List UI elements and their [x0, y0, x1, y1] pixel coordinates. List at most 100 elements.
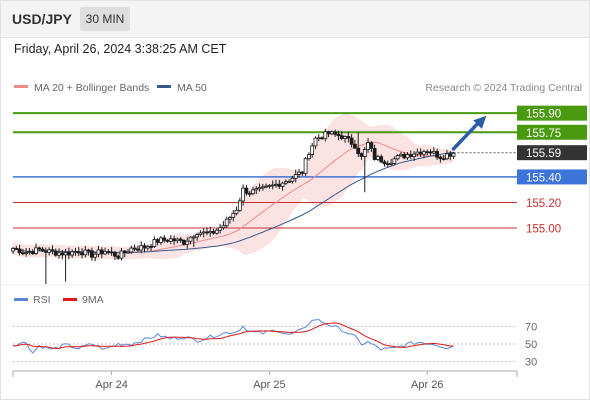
candle-body [109, 251, 114, 254]
candle-body [53, 250, 58, 256]
candle-body [270, 184, 275, 187]
legend-label: MA 50 [177, 82, 207, 94]
rsi-legend-swatch [14, 298, 28, 301]
candle-body [63, 251, 68, 256]
level-lines-layer: 155.90 155.75 155.59 155.40 155.20 155.00 [13, 105, 587, 235]
candle-body [280, 182, 285, 187]
candle-body [287, 180, 292, 183]
candle-body [254, 188, 259, 191]
candle-body [297, 171, 301, 175]
candle-body [139, 245, 144, 251]
candle-body [168, 238, 173, 242]
candle-body [73, 251, 78, 254]
rsi-tick-label: 50 [525, 339, 537, 351]
pair-title: USD/JPY [12, 11, 72, 27]
candle-body [145, 246, 150, 249]
timeframe-button[interactable]: 30 MIN [80, 7, 130, 31]
candle-body [182, 239, 186, 245]
candle-body [165, 239, 170, 242]
candle-body [260, 186, 265, 189]
bollinger-band-layer [13, 114, 454, 260]
candle-body [326, 131, 331, 135]
candle-body [290, 177, 295, 182]
candle-body [392, 158, 397, 164]
time-axis: Apr 24 Apr 25 Apr 26 [12, 370, 518, 391]
candle-body [205, 231, 209, 234]
candle-body [333, 131, 338, 135]
candle-body [441, 158, 446, 161]
candle-body [445, 153, 449, 160]
rsi-legend-label: RSI [33, 294, 51, 306]
candle-body [83, 249, 88, 256]
candle-body [451, 152, 456, 157]
candle-body [438, 156, 443, 160]
candle-body [251, 189, 255, 195]
time-tick-label: Apr 24 [95, 379, 127, 391]
candle-body [412, 153, 416, 157]
candle-body [24, 252, 29, 254]
projection-arrow-head [473, 115, 487, 129]
time-tick-label: Apr 25 [253, 379, 285, 391]
candle-body [349, 137, 354, 145]
resistance-value: 155.75 [526, 128, 561, 140]
pivot-value: 155.40 [526, 172, 561, 184]
current-price-tag [517, 145, 587, 161]
datetime-label: Friday, April 26, 2024 3:38:25 AM CET [14, 42, 227, 56]
candle-body [283, 181, 288, 184]
candle-body [237, 200, 242, 211]
candle-body [159, 237, 163, 243]
candle-body [136, 248, 140, 251]
candle-body [405, 154, 410, 159]
candle-body [435, 151, 439, 158]
candle-body [425, 151, 430, 154]
candle-body [66, 251, 71, 256]
candle-body [122, 250, 127, 253]
candle-body [93, 253, 98, 258]
candle-body [277, 183, 282, 187]
candle-body [208, 231, 213, 234]
candle-body [343, 136, 347, 139]
candle-body [218, 227, 223, 231]
candle-body [214, 229, 219, 234]
candle-body [306, 154, 311, 160]
candle-body [366, 142, 370, 150]
candle-body [431, 151, 436, 154]
candle-body [385, 163, 390, 166]
candle-body [369, 142, 374, 149]
candle-body [399, 153, 403, 157]
bollinger-band [13, 114, 454, 260]
candle-body [303, 158, 308, 174]
candle-body [300, 171, 305, 174]
current-price-value: 155.59 [526, 148, 561, 160]
candle-body [389, 163, 393, 165]
candle-body [188, 236, 193, 242]
candle-body [11, 248, 15, 252]
candle-body [247, 192, 252, 195]
candle-body [20, 252, 25, 255]
candle-body [175, 238, 180, 242]
candle-body [310, 145, 315, 155]
candle-body [356, 147, 361, 155]
legend-layer: MA 20 + Bollinger Bands MA 50 Research © 2… [14, 82, 582, 94]
candle-body [80, 252, 84, 256]
rsi-line [12, 318, 454, 354]
candle-body [142, 245, 147, 249]
projection-arrow-shaft [451, 118, 483, 151]
candle-body [221, 225, 226, 229]
candle-body [329, 131, 334, 135]
candle-body [402, 153, 407, 159]
candle-body [234, 209, 239, 214]
candle-body [339, 135, 344, 139]
candle-body [34, 247, 38, 255]
candle-body [415, 151, 420, 155]
candle-body [191, 236, 196, 239]
candle-body [103, 251, 107, 255]
candle-body [149, 246, 153, 248]
candle-body [57, 252, 61, 256]
candle-body [113, 251, 117, 257]
candle-body [224, 218, 229, 227]
legend-swatch [157, 85, 171, 88]
candle-body [17, 248, 22, 254]
candle-body [178, 238, 183, 241]
candle-body [408, 154, 413, 157]
